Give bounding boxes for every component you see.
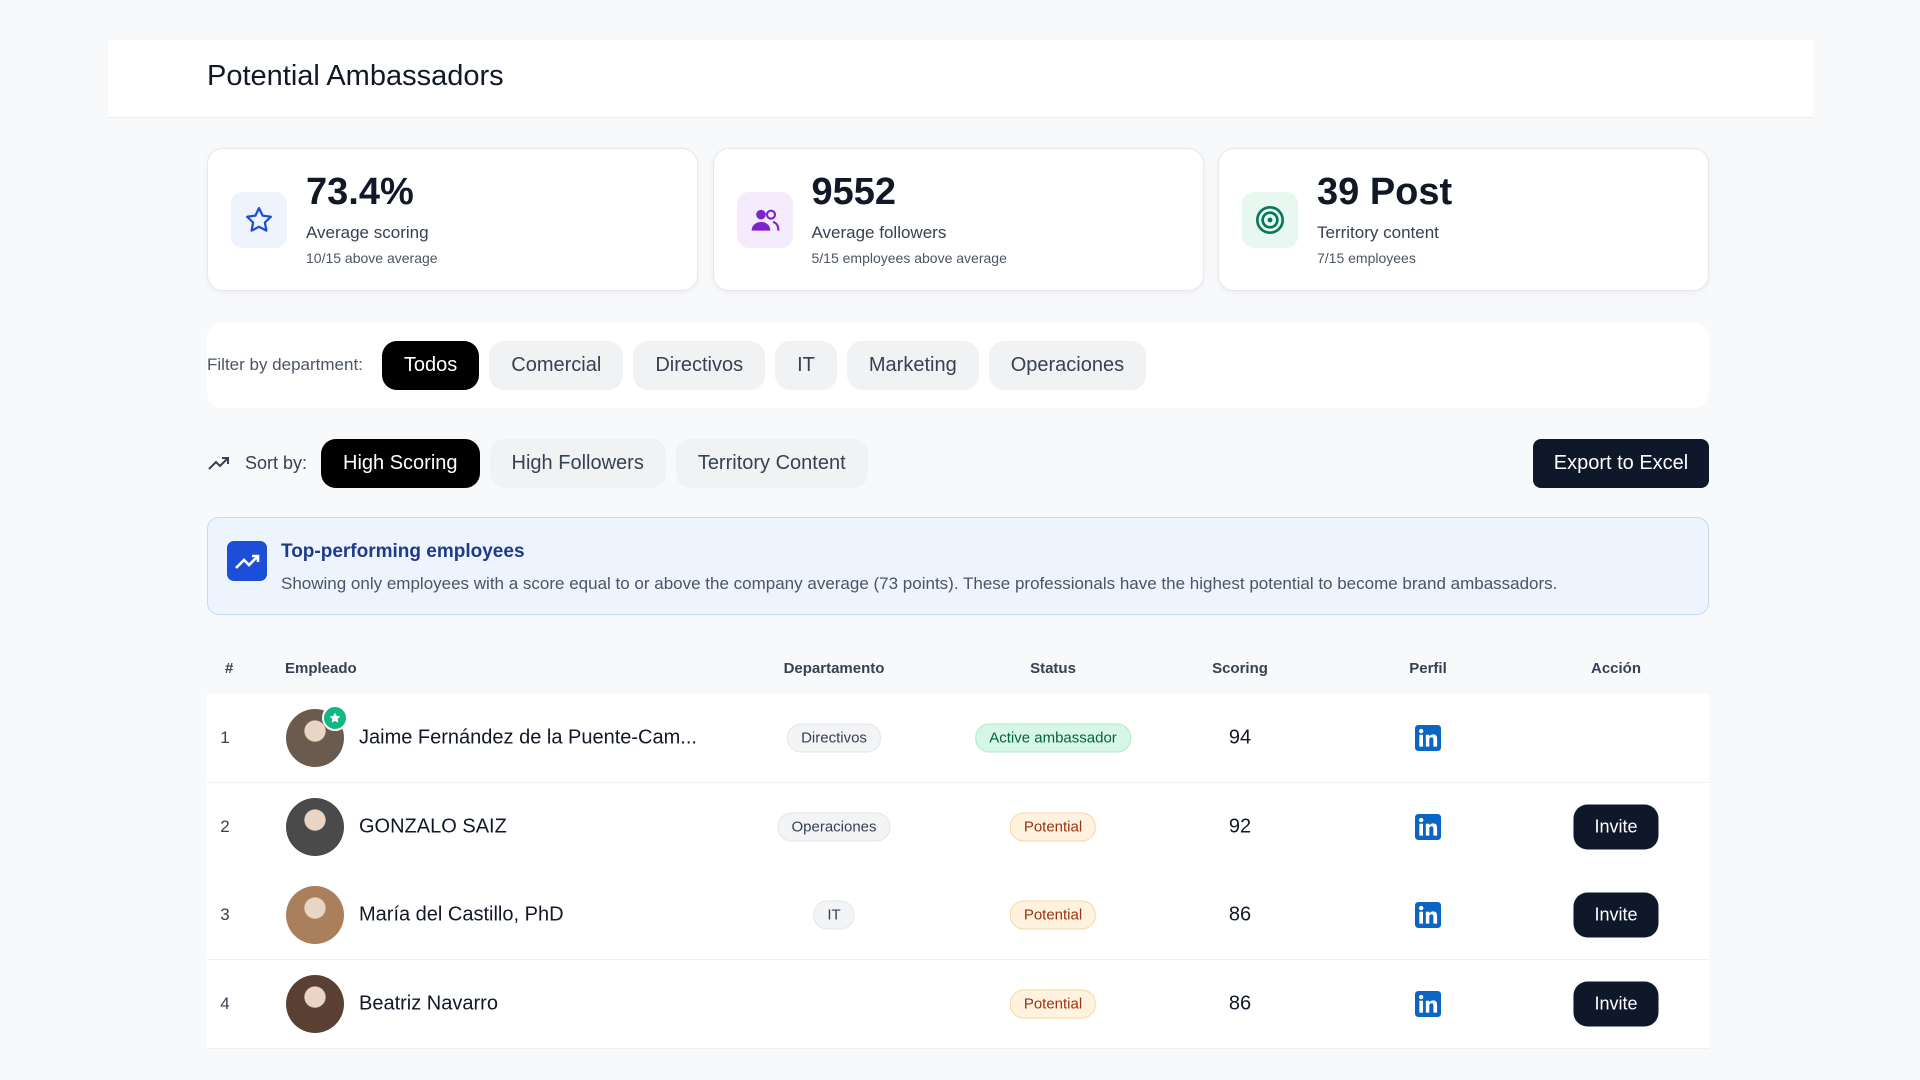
avatar — [286, 705, 348, 767]
avatar — [286, 975, 344, 1034]
score: 86 — [1228, 992, 1252, 1015]
header: Potential Ambassadors — [108, 40, 1813, 118]
info-title: Top-performing employees — [281, 541, 525, 562]
status-badge: Potential — [1009, 989, 1097, 1019]
status-badge: Potential — [1009, 812, 1097, 842]
filter-bar: Filter by department: Todos Comercial Dire… — [207, 322, 1709, 408]
table-row: 1 Jaime Fernández de la Puente-Cam... Dire… — [207, 694, 1709, 783]
filter-pill[interactable]: Todos — [381, 340, 480, 390]
linkedin-link[interactable] — [1415, 813, 1441, 840]
stat-value: 73.4% — [306, 171, 414, 213]
stat-label: Average scoring — [306, 223, 429, 242]
linkedin-link[interactable] — [1415, 991, 1441, 1018]
sort-label: Sort by: — [245, 453, 308, 473]
stat-value: 39 Post — [1317, 171, 1453, 213]
trend-icon — [208, 456, 229, 470]
filter-pill[interactable]: Operaciones — [988, 340, 1147, 390]
stat-card: 39 Post Territory content 7/15 employees — [1218, 148, 1709, 291]
column-header: Perfil — [1409, 660, 1447, 677]
filter-pill[interactable]: Comercial — [489, 340, 624, 390]
stat-label: Territory content — [1317, 223, 1439, 242]
filter-label: Filter by department: — [207, 355, 363, 374]
avatar — [286, 797, 344, 856]
employee-name: María del Castillo, PhD — [359, 903, 564, 926]
department-badge: IT — [813, 900, 855, 930]
score: 86 — [1228, 903, 1252, 926]
page-title: Potential Ambassadors — [207, 60, 504, 92]
column-header: # — [225, 660, 234, 677]
invite-button[interactable]: Invite — [1573, 981, 1659, 1027]
avatar — [286, 886, 344, 945]
info-icon — [227, 541, 267, 581]
stat-note: 5/15 employees above average — [811, 250, 1007, 266]
invite-button[interactable]: Invite — [1573, 892, 1659, 938]
filter-pill[interactable]: Marketing — [846, 340, 979, 390]
table-row: 4 Beatriz Navarro Potential 86 Invite — [207, 960, 1709, 1050]
stat-card: 9552 Average followers 5/15 employees abov… — [712, 148, 1204, 291]
sort-bar: Sort by: High Scoring High Followers Terri… — [207, 439, 878, 488]
export-button[interactable]: Export to Excel — [1533, 439, 1709, 488]
employee-name: Jaime Fernández de la Puente-Cam... — [359, 726, 697, 749]
stat-card: 73.4% Average scoring 10/15 above average — [207, 148, 698, 291]
filter-pill[interactable]: Directivos — [633, 340, 766, 390]
column-header: Acción — [1590, 660, 1642, 677]
info-text: Showing only employees with a score equa… — [281, 574, 1558, 593]
rank: 2 — [220, 816, 230, 836]
stat-icon — [231, 192, 287, 248]
score: 92 — [1228, 815, 1252, 838]
rank: 1 — [220, 728, 230, 747]
employee-name: GONZALO SAIZ — [359, 815, 507, 838]
table-row: 2 GONZALO SAIZ Operaciones Potential 92 Invit… — [207, 782, 1709, 872]
status-badge: Active ambassador — [975, 723, 1131, 753]
rank: 4 — [220, 994, 230, 1014]
sort-pill[interactable]: High Scoring — [321, 439, 480, 488]
stat-note: 7/15 employees — [1317, 250, 1416, 266]
department-badge: Operaciones — [777, 812, 891, 842]
invite-button[interactable]: Invite — [1573, 804, 1659, 850]
stat-icon — [736, 192, 793, 248]
stat-note: 10/15 above average — [306, 250, 438, 266]
department-badge: Directivos — [787, 723, 881, 753]
table-row: 3 María del Castillo, PhD IT Potential 86 Inv… — [207, 871, 1709, 961]
stat-value: 9552 — [811, 171, 897, 213]
filter-pill[interactable]: IT — [775, 340, 837, 390]
column-header: Departamento — [783, 660, 885, 677]
status-badge: Potential — [1009, 900, 1097, 930]
score: 94 — [1228, 726, 1252, 749]
stat-label: Average followers — [811, 223, 947, 242]
linkedin-link[interactable] — [1415, 725, 1441, 751]
employee-name: Beatriz Navarro — [359, 992, 498, 1015]
rank: 3 — [220, 905, 230, 925]
column-header: Status — [1030, 660, 1076, 677]
sort-pill[interactable]: High Followers — [489, 439, 666, 488]
stat-icon — [1242, 192, 1298, 248]
linkedin-link[interactable] — [1415, 902, 1441, 929]
info-box: Top-performing employees Showing only em… — [207, 517, 1709, 615]
ambassador-badge — [322, 705, 348, 731]
sort-pill[interactable]: Territory Content — [675, 439, 868, 488]
column-header: Empleado — [285, 660, 357, 677]
column-header: Scoring — [1212, 660, 1268, 677]
